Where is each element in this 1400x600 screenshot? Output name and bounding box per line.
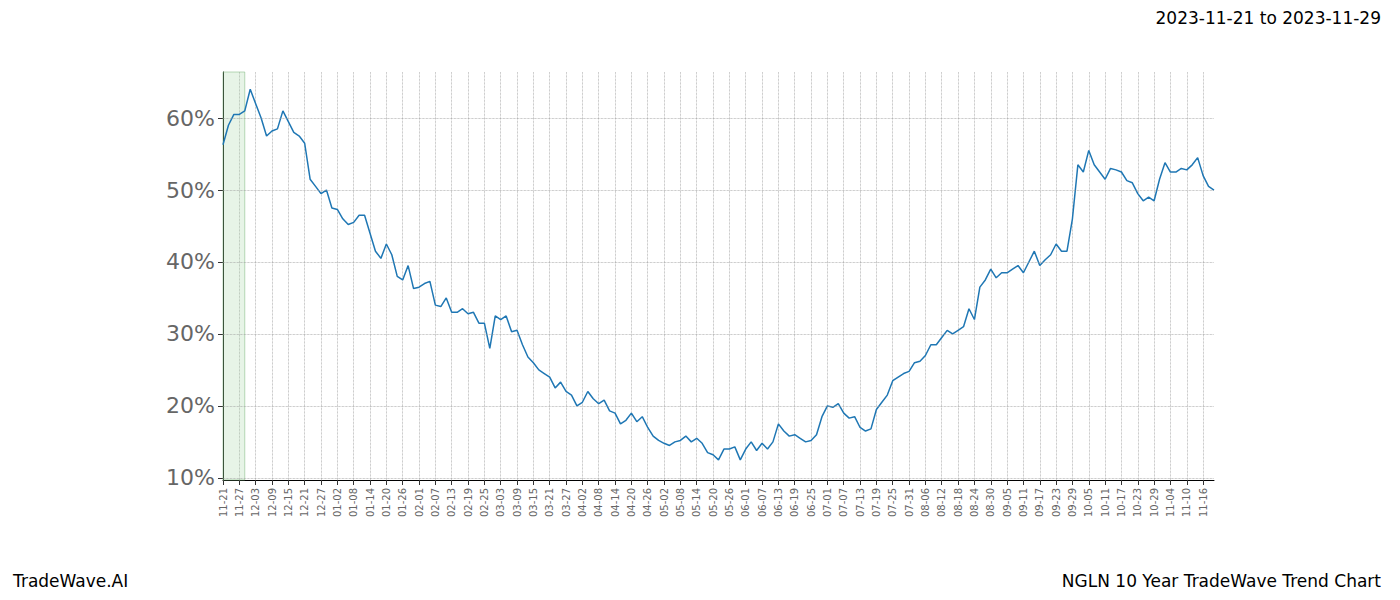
svg-text:09-17: 09-17 <box>1034 488 1045 517</box>
svg-text:04-14: 04-14 <box>610 488 621 517</box>
svg-text:11-10: 11-10 <box>1181 488 1192 517</box>
svg-text:40%: 40% <box>166 249 215 274</box>
svg-text:11-21: 11-21 <box>218 488 229 517</box>
svg-text:12-21: 12-21 <box>299 488 310 517</box>
svg-text:02-01: 02-01 <box>414 488 425 517</box>
svg-text:07-19: 07-19 <box>871 488 882 517</box>
svg-text:30%: 30% <box>166 321 215 346</box>
svg-text:12-15: 12-15 <box>283 488 294 517</box>
svg-text:07-13: 07-13 <box>855 488 866 517</box>
svg-text:03-09: 03-09 <box>512 488 523 517</box>
svg-text:01-20: 01-20 <box>381 488 392 517</box>
svg-text:05-08: 05-08 <box>675 488 686 517</box>
svg-text:08-12: 08-12 <box>936 488 947 517</box>
svg-text:12-03: 12-03 <box>250 488 261 517</box>
svg-text:01-14: 01-14 <box>365 488 376 517</box>
svg-text:04-08: 04-08 <box>593 488 604 517</box>
svg-text:04-20: 04-20 <box>626 488 637 517</box>
svg-text:01-08: 01-08 <box>348 488 359 517</box>
svg-text:02-19: 02-19 <box>463 488 474 517</box>
svg-text:20%: 20% <box>166 393 215 418</box>
svg-text:05-26: 05-26 <box>724 488 735 517</box>
svg-text:06-25: 06-25 <box>806 488 817 517</box>
svg-text:10%: 10% <box>166 465 215 490</box>
svg-text:08-30: 08-30 <box>985 488 996 517</box>
svg-text:10-17: 10-17 <box>1116 488 1127 517</box>
svg-text:02-07: 02-07 <box>430 488 441 517</box>
svg-text:11-16: 11-16 <box>1198 488 1209 517</box>
svg-text:TradeWave.AI: TradeWave.AI <box>12 571 128 591</box>
svg-text:07-07: 07-07 <box>838 488 849 517</box>
svg-text:06-07: 06-07 <box>757 488 768 517</box>
svg-text:07-31: 07-31 <box>904 488 915 517</box>
svg-text:03-03: 03-03 <box>495 488 506 517</box>
svg-text:02-13: 02-13 <box>446 488 457 517</box>
svg-text:04-26: 04-26 <box>642 488 653 517</box>
svg-text:12-09: 12-09 <box>267 488 278 517</box>
svg-text:05-20: 05-20 <box>708 488 719 517</box>
svg-text:03-21: 03-21 <box>544 488 555 517</box>
svg-text:10-11: 10-11 <box>1100 488 1111 517</box>
svg-text:07-01: 07-01 <box>822 488 833 517</box>
svg-text:08-06: 08-06 <box>920 488 931 517</box>
svg-text:09-23: 09-23 <box>1051 488 1062 517</box>
svg-text:06-01: 06-01 <box>740 488 751 517</box>
svg-text:11-27: 11-27 <box>234 488 245 517</box>
svg-text:10-05: 10-05 <box>1083 488 1094 517</box>
svg-text:09-11: 09-11 <box>1018 488 1029 517</box>
svg-text:06-13: 06-13 <box>773 488 784 517</box>
svg-text:2023-11-21 to 2023-11-29: 2023-11-21 to 2023-11-29 <box>1156 8 1381 28</box>
svg-text:02-25: 02-25 <box>479 488 490 517</box>
svg-text:01-02: 01-02 <box>332 488 343 517</box>
svg-text:50%: 50% <box>166 178 215 203</box>
svg-text:01-26: 01-26 <box>397 488 408 517</box>
svg-text:05-14: 05-14 <box>691 488 702 517</box>
svg-text:10-23: 10-23 <box>1132 488 1143 517</box>
svg-text:07-25: 07-25 <box>887 488 898 517</box>
svg-text:09-05: 09-05 <box>1002 488 1013 517</box>
svg-text:03-15: 03-15 <box>528 488 539 517</box>
svg-text:12-27: 12-27 <box>316 488 327 517</box>
svg-text:10-29: 10-29 <box>1149 488 1160 517</box>
svg-text:60%: 60% <box>166 106 215 131</box>
svg-text:05-02: 05-02 <box>659 488 670 517</box>
svg-text:06-19: 06-19 <box>789 488 800 517</box>
svg-text:08-18: 08-18 <box>953 488 964 517</box>
svg-text:04-02: 04-02 <box>577 488 588 517</box>
svg-text:NGLN 10 Year TradeWave Trend C: NGLN 10 Year TradeWave Trend Chart <box>1062 571 1381 591</box>
svg-text:08-24: 08-24 <box>969 488 980 517</box>
svg-text:09-29: 09-29 <box>1067 488 1078 517</box>
svg-text:03-27: 03-27 <box>561 488 572 517</box>
svg-text:11-04: 11-04 <box>1165 488 1176 517</box>
